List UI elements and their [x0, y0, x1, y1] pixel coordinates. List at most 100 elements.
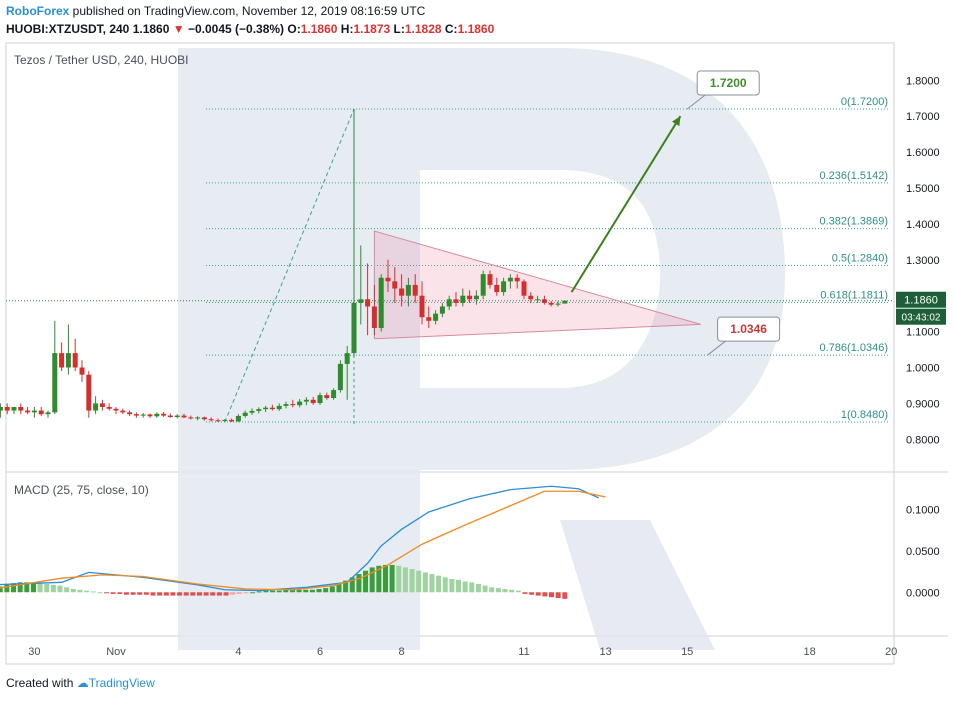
candle-body[interactable]	[303, 399, 309, 402]
candle-body[interactable]	[0, 406, 3, 411]
candle-body[interactable]	[310, 399, 316, 404]
triangle-pattern[interactable]	[373, 230, 701, 340]
candle-body[interactable]	[79, 367, 85, 375]
candle-body[interactable]	[555, 303, 561, 305]
candle-body[interactable]	[439, 306, 445, 314]
candle-body[interactable]	[324, 395, 330, 398]
candle-body[interactable]	[93, 403, 99, 411]
candle-body[interactable]	[154, 413, 160, 417]
candle-body[interactable]	[201, 417, 207, 420]
candle-body[interactable]	[460, 295, 466, 303]
signal-line[interactable]	[0, 490, 606, 591]
candle-body[interactable]	[140, 414, 146, 416]
candle-body[interactable]	[337, 363, 343, 391]
candle-body[interactable]	[290, 404, 296, 406]
candle-body[interactable]	[419, 295, 425, 318]
candle-body[interactable]	[365, 299, 371, 307]
candle-body[interactable]	[263, 407, 269, 410]
candle-body[interactable]	[331, 390, 337, 398]
candle-body[interactable]	[405, 284, 411, 296]
candle-body[interactable]	[99, 403, 105, 407]
candle-body[interactable]	[256, 409, 262, 411]
candle-body[interactable]	[351, 302, 357, 354]
candle-body[interactable]	[473, 295, 479, 300]
candle-body[interactable]	[494, 284, 500, 293]
publisher-link[interactable]: RoboForex	[6, 4, 70, 18]
candle-body[interactable]	[25, 410, 31, 413]
candle-body[interactable]	[11, 406, 17, 411]
candle-body[interactable]	[412, 284, 418, 296]
candle-body[interactable]	[433, 313, 439, 321]
macd-histogram-bar	[177, 592, 183, 596]
candle-body[interactable]	[385, 277, 391, 282]
candle-body[interactable]	[235, 415, 241, 422]
candle-body[interactable]	[215, 420, 221, 422]
candle-body[interactable]	[86, 374, 92, 411]
price-tick-label: 0.8000	[906, 434, 940, 446]
candle-body[interactable]	[229, 419, 235, 422]
candle-body[interactable]	[65, 353, 71, 368]
candle-body[interactable]	[249, 410, 255, 413]
candle-body[interactable]	[548, 302, 554, 305]
candle-body[interactable]	[52, 353, 58, 413]
candle-body[interactable]	[562, 300, 568, 304]
candle-body[interactable]	[147, 414, 153, 417]
candle-body[interactable]	[514, 277, 520, 282]
candle-body[interactable]	[72, 353, 78, 368]
candle-body[interactable]	[487, 274, 493, 285]
candle-body[interactable]	[378, 277, 384, 328]
candle-body[interactable]	[344, 353, 350, 364]
candle-body[interactable]	[161, 413, 167, 416]
candle-body[interactable]	[467, 295, 473, 300]
candle-body[interactable]	[446, 299, 452, 307]
macd-histogram-bar	[535, 592, 541, 596]
candle-body[interactable]	[528, 295, 534, 300]
candle-body[interactable]	[4, 406, 10, 411]
candle-body[interactable]	[242, 412, 248, 416]
candle-body[interactable]	[174, 415, 180, 418]
candle-body[interactable]	[269, 407, 275, 410]
candle-body[interactable]	[208, 419, 214, 421]
candle-body[interactable]	[317, 395, 323, 404]
candle-body[interactable]	[521, 281, 527, 296]
candle-body[interactable]	[507, 277, 513, 282]
candle-body[interactable]	[297, 401, 303, 406]
macd-histogram-bar	[462, 581, 468, 593]
candle-body[interactable]	[399, 288, 405, 296]
candle-body[interactable]	[113, 408, 119, 411]
candle-body[interactable]	[501, 281, 507, 293]
candle-body[interactable]	[167, 415, 173, 418]
fib-level-label: 0.382(1.3869)	[820, 216, 889, 228]
macd-histogram-bar	[210, 592, 216, 596]
candle-body[interactable]	[133, 414, 139, 416]
candle-body[interactable]	[18, 406, 24, 411]
tradingview-link[interactable]: TradingView	[88, 676, 155, 690]
target-arrow-line[interactable]	[570, 115, 682, 293]
candle-body[interactable]	[276, 405, 282, 410]
candle-body[interactable]	[358, 299, 364, 303]
arrow-head-icon	[671, 116, 681, 127]
candle-body[interactable]	[31, 410, 37, 413]
candle-body[interactable]	[535, 299, 541, 301]
candle-body[interactable]	[127, 412, 133, 415]
candle-body[interactable]	[195, 417, 201, 419]
candle-body[interactable]	[45, 412, 51, 415]
candle-body[interactable]	[59, 353, 65, 368]
fib-trend-line[interactable]	[224, 108, 355, 423]
candle-body[interactable]	[453, 299, 459, 303]
candle-body[interactable]	[222, 419, 228, 421]
candle-body[interactable]	[480, 274, 486, 296]
candle-body[interactable]	[371, 306, 377, 328]
callout-box[interactable]	[717, 316, 781, 342]
candle-body[interactable]	[181, 415, 187, 418]
candle-body[interactable]	[541, 299, 547, 303]
candle-body[interactable]	[106, 406, 112, 409]
candle-body[interactable]	[283, 404, 289, 406]
candle-body[interactable]	[392, 281, 398, 289]
candle-body[interactable]	[188, 417, 194, 419]
candle-body[interactable]	[38, 410, 44, 415]
candle-body[interactable]	[426, 317, 432, 321]
callout-box[interactable]	[696, 70, 760, 96]
candle-body[interactable]	[120, 410, 126, 413]
